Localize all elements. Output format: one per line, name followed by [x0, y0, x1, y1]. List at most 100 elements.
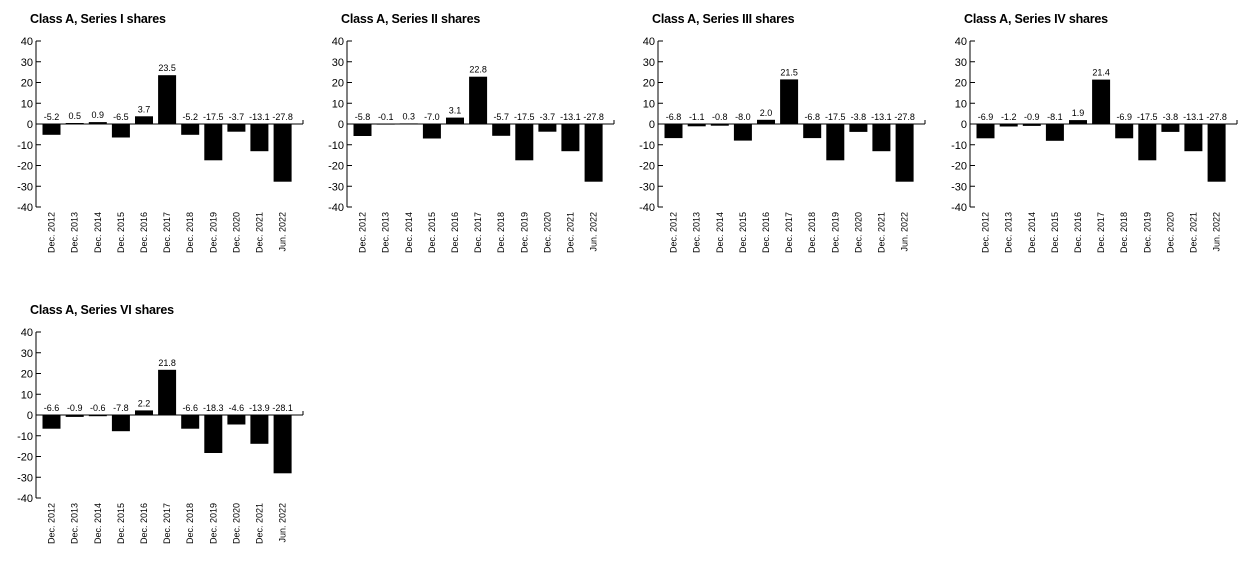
- bar-chart-svg: 40 30 20 10 0 -10 -20 -30 -40 -5.8 Dec. 2012 -0.1 De…: [328, 36, 615, 253]
- data-label: 21.4: [1092, 68, 1110, 78]
- x-tick-label: Dec. 2014: [715, 212, 725, 253]
- x-tick-label: Dec. 2021: [876, 212, 886, 253]
- bar: [446, 117, 464, 124]
- bar-chart-svg: 40 30 20 10 0 -10 -20 -30 -40 -5.2 Dec. 2012 0.5 Dec…: [17, 36, 304, 253]
- bar: [181, 124, 200, 135]
- bar: [158, 75, 177, 124]
- bar: [999, 124, 1018, 127]
- data-label: -1.2: [1001, 112, 1017, 122]
- data-label: -7.8: [113, 403, 129, 413]
- y-tick-label: 30: [955, 57, 967, 69]
- data-label: -4.6: [229, 403, 245, 413]
- bar: [227, 415, 246, 425]
- data-label: -6.6: [182, 403, 198, 413]
- data-label: -17.5: [1137, 112, 1158, 122]
- data-label: 0.5: [68, 111, 81, 121]
- bar: [515, 124, 534, 161]
- x-tick-label: Dec. 2016: [139, 212, 149, 253]
- data-label: -27.8: [272, 112, 293, 122]
- bar: [88, 122, 107, 124]
- y-tick-label: -20: [17, 452, 33, 464]
- y-tick-label: -40: [639, 202, 655, 214]
- bar: [250, 415, 269, 444]
- data-label: -5.2: [182, 112, 198, 122]
- data-label: 21.5: [780, 67, 798, 77]
- data-label: 0.3: [403, 111, 416, 121]
- y-tick-label: 40: [21, 327, 33, 339]
- x-tick-label: Dec. 2012: [47, 503, 57, 544]
- x-tick-label: Dec. 2014: [404, 212, 414, 253]
- y-tick-label: 20: [21, 369, 33, 381]
- bar: [1069, 120, 1087, 124]
- x-tick-label: Dec. 2019: [830, 212, 840, 253]
- data-label: 0.9: [92, 110, 105, 120]
- data-label: -7.0: [424, 112, 440, 122]
- data-label: -27.8: [583, 112, 604, 122]
- y-tick-label: -30: [17, 181, 33, 193]
- bar: [561, 124, 580, 152]
- y-tick-label: 20: [643, 78, 655, 90]
- x-tick-label: Dec. 2017: [162, 212, 172, 253]
- chart-panel-series-vi: Class A, Series VI shares 40 30 20 10 0 -10 -2…: [0, 291, 305, 561]
- x-tick-label: Dec. 2020: [542, 212, 552, 253]
- chart-panel-series-ii: Class A, Series II shares 40 30 20 10 0 -10 -2…: [311, 0, 616, 270]
- y-tick-label: 40: [332, 36, 344, 48]
- y-tick-label: 0: [649, 119, 655, 131]
- x-tick-label: Dec. 2018: [807, 212, 817, 253]
- bar: [422, 124, 441, 139]
- y-tick-label: 30: [21, 57, 33, 69]
- bar: [780, 79, 799, 124]
- data-label: -0.6: [90, 403, 106, 413]
- data-label: -5.2: [44, 112, 60, 122]
- chart-panel-series-iv: Class A, Series IV shares 40 30 20 10 0 -10 -2…: [934, 0, 1239, 270]
- y-tick-label: 10: [21, 98, 33, 110]
- chart-title: Class A, Series I shares: [30, 12, 166, 26]
- bar: [976, 124, 995, 139]
- data-label: -6.8: [804, 112, 820, 122]
- y-tick-label: 10: [332, 98, 344, 110]
- x-tick-label: Dec. 2020: [231, 503, 241, 544]
- x-tick-label: Dec. 2015: [116, 503, 126, 544]
- y-tick-label: 0: [961, 119, 967, 131]
- y-tick-label: 20: [332, 78, 344, 90]
- chart-title: Class A, Series VI shares: [30, 303, 174, 317]
- y-tick-label: -30: [328, 181, 344, 193]
- bar: [710, 124, 729, 126]
- x-tick-label: Dec. 2012: [669, 212, 679, 253]
- x-tick-label: Dec. 2018: [1119, 212, 1129, 253]
- data-label: -27.8: [894, 112, 915, 122]
- y-tick-label: -20: [328, 161, 344, 173]
- x-tick-label: Dec. 2021: [565, 212, 575, 253]
- bar: [1207, 124, 1226, 182]
- data-label: -13.9: [249, 403, 270, 413]
- bar: [111, 124, 130, 138]
- bar: [204, 415, 223, 453]
- x-tick-label: Dec. 2015: [427, 212, 437, 253]
- y-tick-label: -30: [17, 472, 33, 484]
- bar: [664, 124, 683, 139]
- bar: [803, 124, 822, 139]
- x-tick-label: Dec. 2014: [93, 503, 103, 544]
- data-label: -27.8: [1206, 112, 1227, 122]
- x-tick-label: Dec. 2014: [93, 212, 103, 253]
- chart-title: Class A, Series II shares: [341, 12, 481, 26]
- data-label: -0.1: [378, 112, 394, 122]
- x-tick-label: Dec. 2021: [1188, 212, 1198, 253]
- y-tick-label: 0: [27, 119, 33, 131]
- data-label: -3.7: [540, 112, 556, 122]
- bar: [88, 415, 107, 417]
- bar: [1161, 124, 1180, 132]
- x-tick-label: Jun. 2022: [278, 212, 288, 252]
- bar: [895, 124, 914, 182]
- x-tick-label: Dec. 2016: [761, 212, 771, 253]
- x-tick-label: Dec. 2016: [450, 212, 460, 253]
- x-tick-label: Dec. 2015: [1050, 212, 1060, 253]
- bar: [849, 124, 868, 132]
- bar: [65, 415, 84, 417]
- bar: [227, 124, 246, 132]
- bar-chart-svg: 40 30 20 10 0 -10 -20 -30 -40 -6.6 Dec. 2012 -0.9 De…: [17, 327, 304, 544]
- y-tick-label: -40: [951, 202, 967, 214]
- x-tick-label: Dec. 2021: [254, 503, 264, 544]
- y-tick-label: -10: [17, 140, 33, 152]
- x-tick-label: Dec. 2019: [519, 212, 529, 253]
